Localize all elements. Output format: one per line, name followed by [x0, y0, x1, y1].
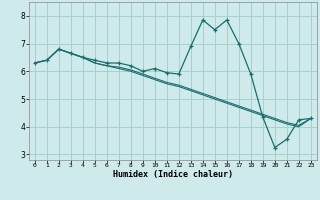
X-axis label: Humidex (Indice chaleur): Humidex (Indice chaleur) — [113, 170, 233, 179]
